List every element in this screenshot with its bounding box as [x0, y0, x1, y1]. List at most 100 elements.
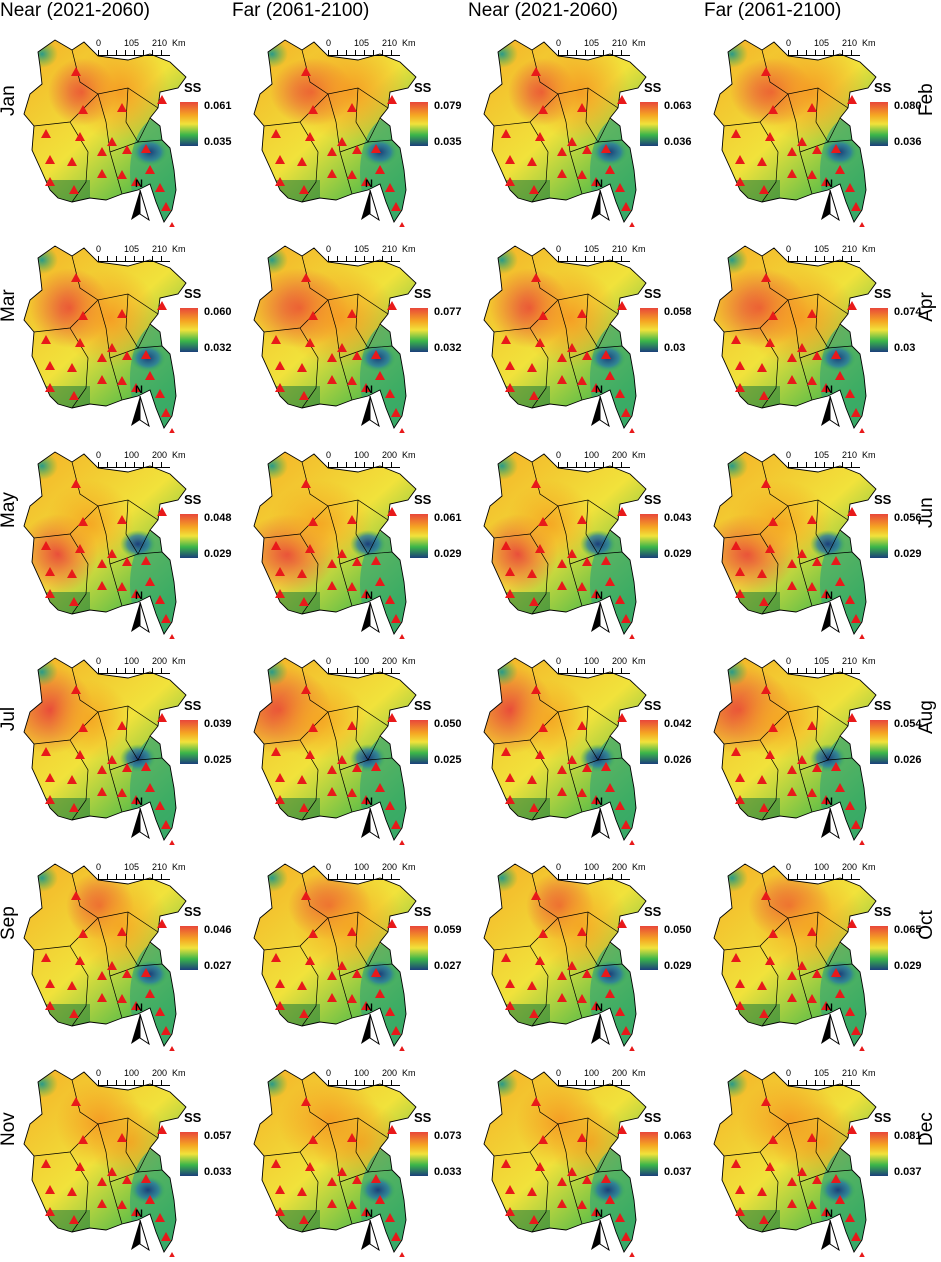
scale-bar-line: [788, 668, 860, 674]
station-marker: [505, 1001, 515, 1010]
station-marker: [501, 335, 511, 344]
station-marker: [787, 353, 797, 362]
scale-tick-label: 105: [814, 450, 830, 460]
color-legend: SS 0.073 0.033: [410, 1110, 470, 1190]
station-marker: [361, 383, 371, 392]
scale-bar: 0 100 200 Km: [556, 1068, 656, 1088]
station-marker: [78, 1135, 88, 1144]
color-legend: SS 0.056 0.029: [870, 492, 930, 572]
station-marker: [161, 1232, 171, 1241]
station-marker: [371, 144, 381, 153]
north-label: N: [595, 384, 603, 396]
legend-color-ramp: [870, 1132, 888, 1176]
station-marker: [141, 350, 151, 359]
map-svg: [713, 657, 877, 845]
scale-bar: 0 105 210 Km: [96, 38, 196, 58]
north-arrow: N: [818, 590, 842, 634]
station-marker: [577, 170, 587, 179]
scale-unit: Km: [402, 1068, 416, 1078]
station-marker: [45, 979, 55, 988]
station-marker: [41, 1159, 51, 1168]
legend-min-value: 0.03: [894, 342, 916, 354]
scale-tick-label: 100: [584, 450, 600, 460]
station-marker: [308, 1135, 318, 1144]
station-marker: [577, 582, 587, 591]
legend-title: SS: [414, 286, 432, 301]
scale-tick-label: 100: [124, 656, 140, 666]
scale-unit: Km: [172, 450, 186, 460]
north-arrow-icon: [131, 1220, 150, 1252]
station-marker: [117, 1133, 127, 1142]
north-arrow-icon: [361, 602, 380, 634]
station-marker: [275, 383, 285, 392]
map-panel: 0 105 210 Km SS 0.063 0.036 N: [470, 22, 700, 227]
station-marker: [529, 1009, 539, 1018]
station-marker: [577, 1133, 587, 1142]
station-marker: [859, 840, 865, 845]
legend-title: SS: [184, 1110, 202, 1125]
station-marker: [797, 549, 807, 558]
station-marker: [399, 222, 405, 227]
color-legend: SS 0.063 0.037: [640, 1110, 700, 1190]
station-marker: [69, 391, 79, 400]
map-panel: 0 100 200 Km SS 0.039 0.025 N: [10, 640, 240, 845]
scale-bar: 0 100 200 Km: [556, 450, 656, 470]
station-marker: [582, 145, 592, 154]
station-marker: [117, 927, 127, 936]
north-arrow-icon: [821, 1220, 840, 1252]
station-marker: [847, 713, 857, 722]
station-marker: [577, 515, 587, 524]
station-marker: [122, 969, 132, 978]
legend-title: SS: [414, 904, 432, 919]
station-marker: [567, 1167, 577, 1176]
station-marker: [69, 803, 79, 812]
legend-title: SS: [874, 904, 892, 919]
scale-tick-label: 0: [96, 1068, 102, 1078]
station-marker: [347, 1200, 357, 1209]
station-marker: [761, 891, 771, 900]
station-marker: [629, 634, 635, 639]
station-marker: [305, 544, 315, 553]
station-marker: [567, 961, 577, 970]
station-marker: [157, 1125, 167, 1134]
station-marker: [347, 721, 357, 730]
station-marker: [375, 577, 385, 586]
station-marker: [845, 801, 855, 810]
station-marker: [557, 993, 567, 1002]
station-marker: [761, 67, 771, 76]
color-legend: SS 0.039 0.025: [180, 698, 240, 778]
map-svg: [253, 451, 417, 639]
station-marker: [122, 763, 132, 772]
column-header-far-1: Far (2061-2100): [232, 0, 370, 21]
station-marker: [845, 183, 855, 192]
north-arrow-icon: [591, 396, 610, 428]
station-marker: [271, 129, 281, 138]
row-label-right: Feb: [916, 83, 937, 116]
station-marker: [527, 981, 537, 990]
legend-min-value: 0.037: [894, 1166, 922, 1178]
station-marker: [557, 559, 567, 568]
station-marker: [845, 389, 855, 398]
row-label-right: Apr: [916, 292, 937, 322]
station-marker: [757, 1187, 767, 1196]
station-marker: [347, 927, 357, 936]
scale-tick-label: 200: [612, 1068, 628, 1078]
station-marker: [797, 755, 807, 764]
station-marker: [275, 795, 285, 804]
scale-tick-label: 105: [354, 38, 370, 48]
north-arrow: N: [588, 178, 612, 222]
north-arrow: N: [358, 796, 382, 840]
scale-bar: 0 105 210 Km: [556, 38, 656, 58]
station-marker: [78, 105, 88, 114]
scale-bar: 0 100 200 Km: [326, 450, 426, 470]
legend-color-ramp: [180, 926, 198, 970]
map-svg: [253, 1069, 417, 1257]
legend-min-value: 0.026: [664, 754, 692, 766]
column-header-far-2: Far (2061-2100): [704, 0, 842, 21]
legend-max-value: 0.054: [894, 718, 922, 730]
scale-bar: 0 100 200 Km: [96, 656, 196, 676]
map-svg: [23, 863, 187, 1051]
station-marker: [531, 67, 541, 76]
map-svg: [483, 863, 647, 1051]
station-marker: [308, 929, 318, 938]
